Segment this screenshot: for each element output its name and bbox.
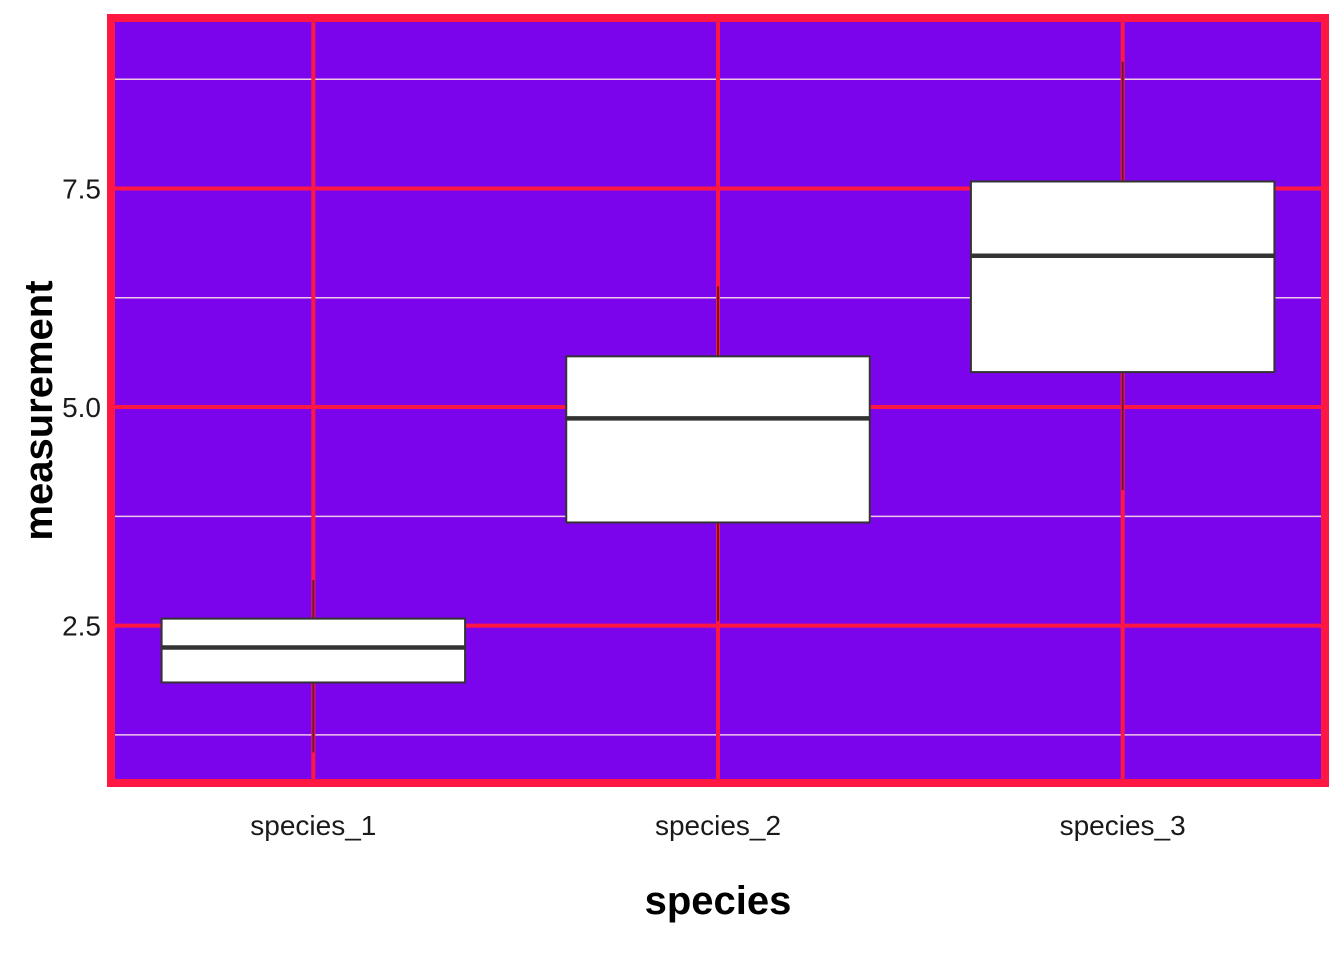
x-axis-tick-labels: species_1 species_2 species_3	[250, 810, 1185, 841]
y-tick-label-2.5: 2.5	[62, 611, 101, 642]
iqr-box-species_2	[565, 355, 871, 524]
y-tick-label-7.5: 7.5	[62, 173, 101, 204]
iqr-box-species_1	[160, 617, 467, 684]
iqr-box-species_3	[969, 180, 1276, 374]
x-axis-title: species	[645, 879, 792, 923]
y-axis-title: measurement	[17, 280, 61, 540]
box-series	[160, 61, 1276, 753]
x-tick-label-species_2: species_2	[655, 810, 781, 841]
x-tick-label-species_3: species_3	[1060, 810, 1186, 841]
plot-panel-border	[107, 14, 1329, 787]
box-species_3	[969, 61, 1276, 491]
y-axis-tick-labels: 2.5 5.0 7.5	[62, 173, 101, 641]
box-species_1	[160, 580, 467, 753]
x-tick-label-species_1: species_1	[250, 810, 376, 841]
box-species_2	[565, 286, 871, 622]
y-tick-label-5.0: 5.0	[62, 392, 101, 423]
